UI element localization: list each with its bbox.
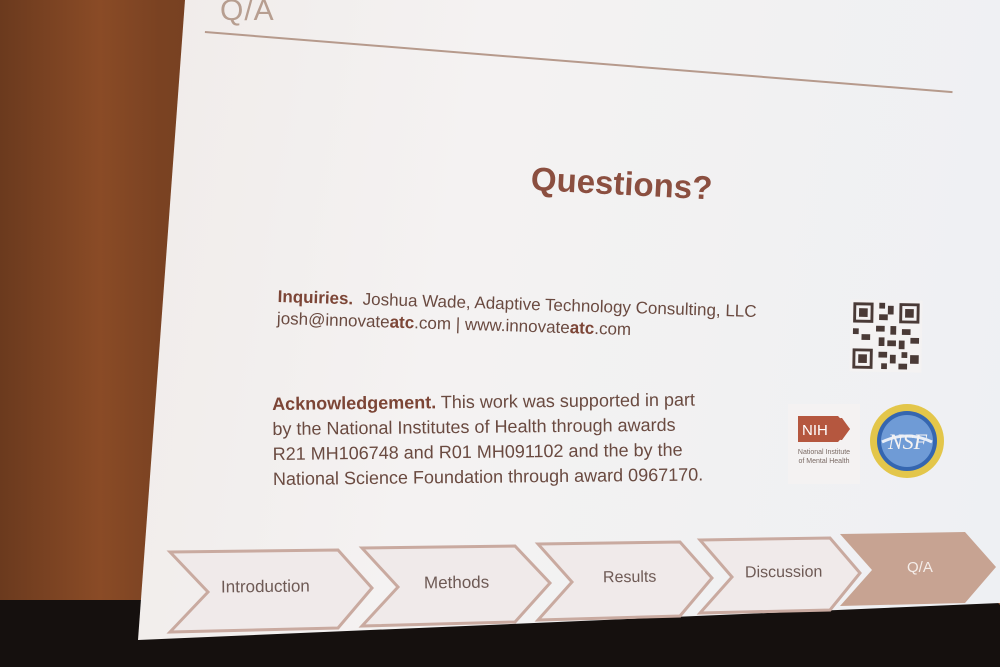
nih-logo-icon: NIH xyxy=(798,416,850,442)
qr-code-icon[interactable] xyxy=(849,299,923,373)
nav-item-qa[interactable]: Q/A xyxy=(907,559,933,576)
nav-chevron-introduction[interactable] xyxy=(166,548,374,634)
nav-chevron-qa-active[interactable] xyxy=(840,532,996,606)
nav-chevron-methods[interactable] xyxy=(358,544,553,628)
nih-subtitle: National Institute of Mental Health xyxy=(797,449,851,465)
slide-title: Q/A xyxy=(220,0,275,27)
nav-chevron-discussion[interactable] xyxy=(696,536,862,615)
svg-text:NIH: NIH xyxy=(802,422,828,439)
nav-chevron-results[interactable] xyxy=(534,540,714,622)
nih-logo: NIH National Institute of Mental Health xyxy=(788,404,860,484)
nav-item-results[interactable]: Results xyxy=(602,568,657,587)
nsf-logo-icon: NSF xyxy=(870,404,944,478)
svg-text:NSF: NSF xyxy=(887,429,928,454)
nav-item-discussion[interactable]: Discussion xyxy=(744,563,823,582)
nav-item-introduction[interactable]: Introduction xyxy=(220,576,310,597)
nav-item-methods[interactable]: Methods xyxy=(423,572,490,593)
